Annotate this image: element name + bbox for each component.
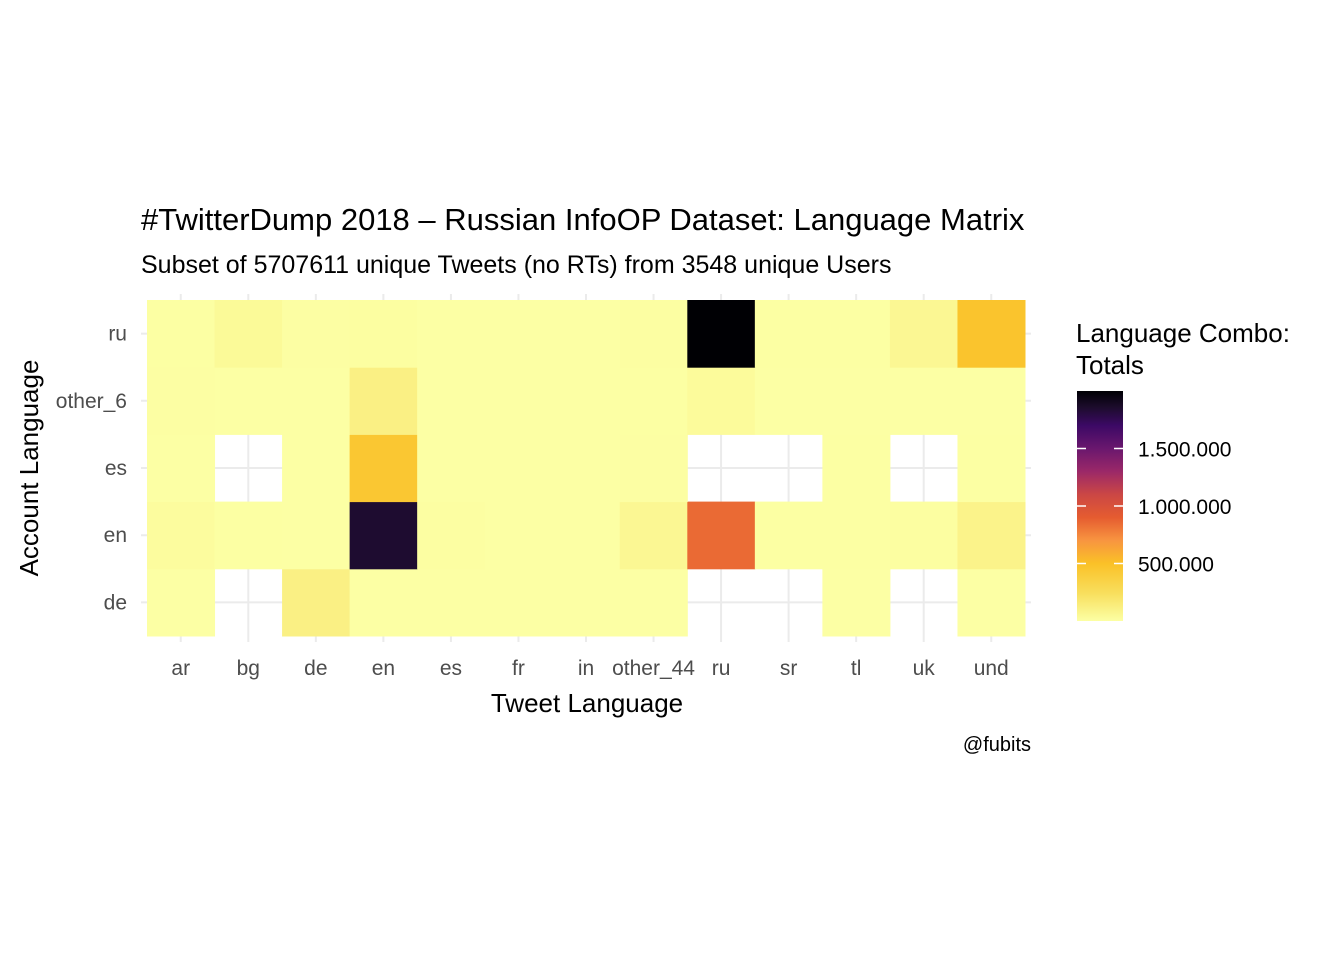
chart-subtitle: Subset of 5707611 unique Tweets (no RTs)… [141,251,891,279]
y-tick-label: de [104,591,127,614]
x-tick-label: es [440,657,462,680]
heat-cell-de-en [349,568,418,637]
x-tick-label: ar [171,657,190,680]
heat-cell-en-in [552,501,621,570]
heat-cell-ru-in [552,300,621,368]
y-tick-label: ru [108,323,127,346]
heat-cell-ru-es [417,300,486,368]
x-tick-label: fr [512,657,525,680]
heat-cell-de-tl [822,568,891,637]
heat-cell-ru-und [957,300,1026,368]
heat-cell-other_6-in [552,367,621,435]
heat-cell-en-de [282,501,351,570]
heat-cell-en-und [957,501,1026,570]
heat-cell-de-other_44 [619,568,688,637]
heat-cell-de-de [282,568,351,637]
x-tick-label: en [372,657,395,680]
heat-cell-de-in [552,568,621,637]
heat-cell-other_6-und [957,367,1026,435]
heat-cell-en-other_44 [619,501,688,570]
heat-cell-ru-other_44 [619,300,688,368]
heat-cell-en-ru [687,501,756,570]
heat-cell-other_6-en [349,367,418,435]
heat-cell-other_6-ru [687,367,756,435]
heat-cell-es-in [552,434,621,503]
heat-cell-other_6-fr [484,367,553,435]
x-tick-label: und [974,657,1009,680]
heat-cell-ru-tl [822,300,891,368]
heat-cell-other_6-de [282,367,351,435]
heat-cell-ru-uk [889,300,958,368]
heat-cell-other_6-other_44 [619,367,688,435]
heat-cell-ru-fr [484,300,553,368]
y-tick-label: en [104,524,127,547]
heat-cell-es-fr [484,434,553,503]
y-tick-label: es [105,457,127,480]
heat-cell-other_6-bg [214,367,283,435]
heat-cell-en-ar [147,501,216,570]
x-axis-label: Tweet Language [491,688,683,718]
x-tick-label: de [304,657,327,680]
heat-cell-en-es [417,501,486,570]
heat-cell-en-bg [214,501,283,570]
x-tick-label: uk [913,657,936,680]
legend-break-label: 1.500.000 [1138,439,1231,462]
heat-cell-en-en [349,501,418,570]
x-tick-label: other_44 [612,657,695,680]
heat-cell-de-es [417,568,486,637]
chart-caption: @fubits [963,734,1031,756]
x-tick-label: sr [780,657,798,680]
heat-cell-ru-de [282,300,351,368]
heat-cell-de-und [957,568,1026,637]
legend-title-line2: Totals [1076,350,1144,380]
heat-cell-ru-ar [147,300,216,368]
x-tick-label: tl [851,657,862,680]
heat-cell-ru-en [349,300,418,368]
heat-cell-es-en [349,434,418,503]
heat-cell-de-fr [484,568,553,637]
heat-cell-es-ar [147,434,216,503]
chart-title: #TwitterDump 2018 – Russian InfoOP Datas… [141,202,1025,237]
heat-cell-de-ar [147,568,216,637]
heat-cell-en-uk [889,501,958,570]
legend-title-line1: Language Combo: [1076,318,1290,348]
heat-cell-es-tl [822,434,891,503]
heat-cell-other_6-es [417,367,486,435]
heat-cell-other_6-ar [147,367,216,435]
y-tick-label: other_6 [56,390,127,413]
legend-break-label: 1.000.000 [1138,496,1231,519]
legend-break-label: 500.000 [1138,554,1214,577]
heat-cell-ru-bg [214,300,283,368]
heat-cell-es-und [957,434,1026,503]
heat-cell-ru-ru [687,300,756,368]
heat-cell-other_6-uk [889,367,958,435]
heat-cell-en-fr [484,501,553,570]
y-axis-label: Account Language [14,360,44,577]
x-tick-label: bg [237,657,260,680]
heat-cell-ru-sr [754,300,823,368]
x-tick-label: ru [712,657,731,680]
heat-cell-es-other_44 [619,434,688,503]
x-tick-label: in [578,657,594,680]
heat-cell-other_6-tl [822,367,891,435]
heat-cell-en-sr [754,501,823,570]
heat-cell-es-de [282,434,351,503]
heat-cell-es-es [417,434,486,503]
heat-cell-other_6-sr [754,367,823,435]
heat-cell-en-tl [822,501,891,570]
